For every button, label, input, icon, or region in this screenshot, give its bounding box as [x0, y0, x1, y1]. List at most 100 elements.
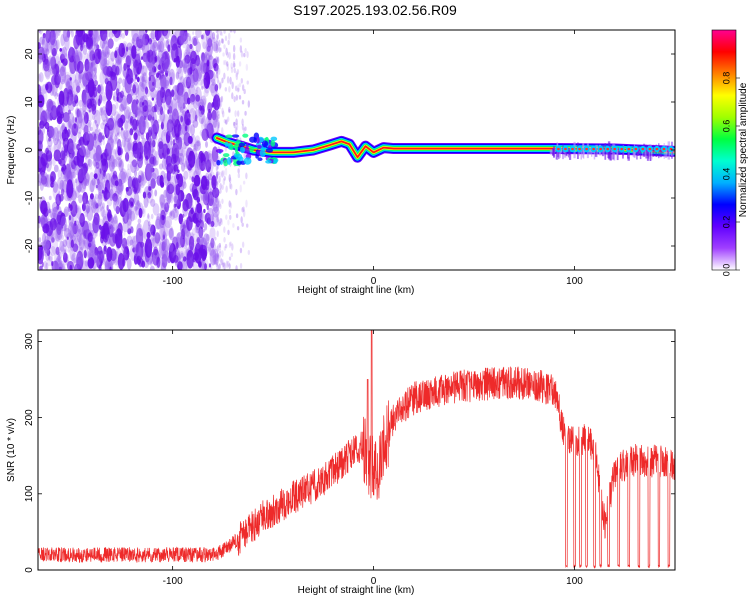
noise-speckle	[178, 251, 186, 270]
noise-speckle	[177, 110, 185, 124]
noise-speckle	[149, 138, 155, 149]
noise-speckle	[39, 180, 44, 191]
noise-speckle	[199, 57, 208, 73]
track-blob	[239, 146, 246, 154]
track-blob	[248, 146, 255, 152]
noise-speckle	[192, 119, 199, 128]
noise-speckle	[234, 126, 238, 135]
noise-speckle	[73, 257, 79, 267]
noise-speckle	[107, 38, 114, 49]
noise-speckle	[217, 122, 220, 129]
noise-speckle	[156, 101, 162, 115]
noise-speckle	[55, 66, 58, 72]
noise-speckle	[118, 103, 124, 115]
noise-speckle	[158, 72, 162, 80]
noise-speckle	[161, 231, 168, 247]
noise-speckle	[50, 36, 58, 58]
noise-speckle	[209, 226, 216, 241]
noise-speckle	[99, 51, 107, 72]
noise-speckle	[247, 100, 251, 108]
noise-speckle	[82, 44, 88, 56]
noise-speckle	[150, 118, 158, 137]
noise-speckle	[69, 67, 73, 75]
noise-speckle	[233, 121, 236, 129]
noise-speckle	[44, 121, 50, 130]
noise-speckle	[228, 85, 231, 93]
noise-speckle	[56, 60, 62, 73]
noise-speckle	[168, 105, 173, 114]
snr-x-tick-label: -100	[163, 576, 183, 587]
noise-speckle	[72, 225, 80, 238]
noise-speckle	[74, 178, 78, 184]
noise-speckle	[87, 105, 94, 122]
noise-speckle	[76, 228, 82, 243]
noise-speckle	[166, 95, 172, 109]
noise-speckle	[60, 166, 65, 173]
noise-speckle	[95, 203, 99, 209]
noise-speckle	[201, 52, 206, 62]
noise-speckle	[200, 78, 207, 89]
noise-speckle	[50, 56, 57, 70]
noise-speckle	[81, 179, 87, 190]
noise-speckle	[76, 51, 83, 62]
noise-speckle	[59, 48, 63, 52]
noise-speckle	[158, 30, 165, 42]
noise-speckle	[188, 35, 192, 42]
noise-speckle	[152, 139, 156, 148]
noise-speckle	[112, 63, 115, 68]
noise-speckle	[179, 221, 187, 239]
noise-speckle	[110, 71, 116, 81]
noise-speckle	[160, 103, 166, 114]
noise-speckle	[113, 134, 118, 145]
noise-speckle	[206, 37, 211, 43]
noise-speckle	[109, 178, 113, 184]
noise-speckle	[136, 49, 142, 63]
noise-speckle	[208, 153, 213, 163]
noise-speckle	[241, 118, 244, 126]
noise-speckle	[216, 56, 220, 64]
noise-speckle	[107, 211, 111, 219]
noise-speckle	[113, 30, 121, 39]
noise-speckle	[122, 246, 127, 256]
noise-speckle	[214, 253, 218, 263]
noise-speckle	[192, 188, 199, 201]
noise-speckle	[224, 167, 228, 176]
noise-speckle	[120, 98, 127, 110]
noise-speckle	[215, 66, 219, 75]
noise-speckle	[171, 208, 179, 219]
noise-speckle	[51, 237, 54, 242]
noise-speckle	[167, 123, 173, 136]
noise-speckle	[179, 81, 186, 97]
noise-speckle	[151, 97, 155, 101]
noise-speckle	[88, 242, 92, 248]
noise-speckle	[96, 44, 100, 51]
noise-speckle	[139, 75, 144, 88]
noise-speckle	[163, 100, 171, 111]
track-blob	[238, 142, 246, 147]
noise-speckle	[64, 115, 68, 121]
noise-speckle	[52, 181, 58, 194]
noise-speckle	[135, 242, 142, 260]
noise-speckle	[109, 227, 113, 238]
noise-speckle	[78, 72, 83, 84]
track-blob-core	[627, 147, 631, 151]
noise-speckle	[45, 220, 54, 237]
noise-speckle	[207, 103, 211, 109]
noise-speckle	[180, 123, 183, 127]
noise-speckle	[219, 30, 222, 36]
noise-speckle	[88, 147, 96, 160]
noise-speckle	[142, 71, 147, 83]
noise-speckle	[135, 206, 139, 211]
noise-speckle	[56, 124, 61, 135]
noise-speckle	[90, 62, 93, 68]
noise-speckle	[130, 206, 138, 221]
noise-speckle	[131, 177, 139, 193]
noise-speckle	[202, 41, 207, 50]
noise-speckle	[203, 233, 209, 247]
noise-speckle	[55, 40, 59, 51]
noise-speckle	[83, 249, 87, 259]
noise-speckle	[188, 150, 196, 168]
snr-x-label: Height of straight line (km)	[298, 585, 415, 596]
noise-speckle	[58, 90, 65, 106]
